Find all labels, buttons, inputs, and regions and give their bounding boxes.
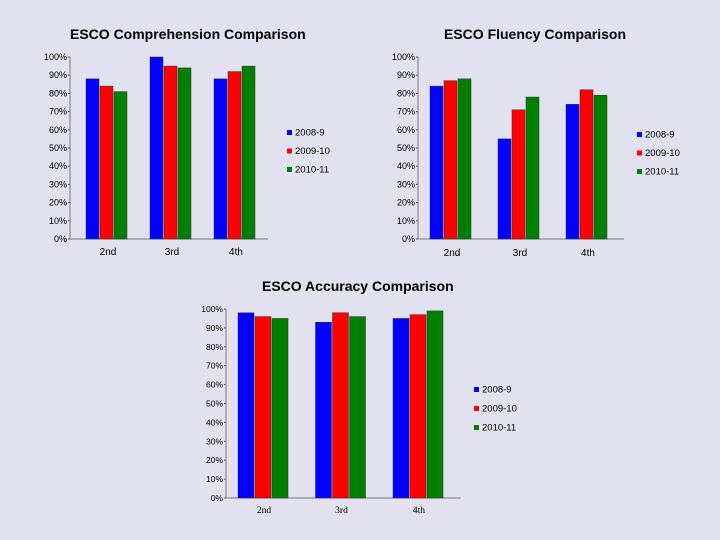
y-tick-label: 10% [206,474,223,484]
bar-2010-11-4th [426,310,444,499]
y-tick-label: 70% [49,107,67,117]
bar-2010-11-2nd [457,78,472,240]
accuracy-chart-svg: 0% 10% 20% 30% 40% 50% 60% 70% 80% 90% 100% 2nd 3rd 4… [201,304,517,516]
legend-swatch [287,148,292,154]
y-tick-label: 70% [206,361,223,371]
y-tick-label: 30% [49,179,67,189]
bar-2008-9-4th [213,78,228,240]
legend-label: 2010-11 [295,165,329,176]
bar-2010-11-3rd [177,67,192,240]
chart-title: ESCO Accuracy Comparison [262,278,454,294]
bar-2010-11-3rd [349,316,366,499]
chart-title: ESCO Fluency Comparison [444,26,627,42]
bar-2008-9-4th [392,318,410,499]
y-tick-label: 40% [206,417,223,427]
chart-title: ESCO Comprehension Comparison [70,26,306,42]
y-tick-label: 70% [397,107,415,117]
bar-2008-9-3rd [315,321,332,499]
x-category-label: 2nd [100,247,117,258]
x-category-label: 2nd [444,248,461,259]
x-category-label: 3rd [335,506,348,516]
bar-2008-9-2nd [85,78,100,240]
bar-2009-10-2nd [254,316,272,499]
y-tick-label: 20% [206,455,223,465]
y-tick-label: 90% [206,323,223,333]
legend-swatch [287,130,292,135]
y-tick-label: 100% [201,304,223,314]
legend-swatch [287,167,292,172]
y-tick-label: 60% [206,380,223,390]
y-tick-label: 90% [49,70,67,80]
bar-2008-9-3rd [497,138,512,240]
y-tick-label: 50% [397,143,415,153]
bar-2009-10-4th [227,71,242,240]
x-category-label: 4th [229,247,243,258]
y-tick-label: 80% [49,88,67,98]
bar-2009-10-2nd [99,85,114,240]
y-tick-label: 0% [402,234,415,244]
y-tick-label: 10% [397,216,415,226]
y-tick-label: 0% [211,493,224,503]
legend-label: 2010-11 [482,423,516,434]
y-tick-label: 40% [397,161,415,171]
y-tick-label: 100% [392,52,415,62]
legend-swatch [637,132,642,137]
legend-swatch [474,387,479,392]
x-category-label: 4th [581,248,595,259]
bar-2009-10-4th [579,89,594,240]
bar-2009-10-3rd [332,312,349,499]
bar-2009-10-3rd [511,109,526,240]
y-tick-label: 90% [397,70,415,80]
legend-swatch [637,169,642,174]
y-tick-label: 80% [397,88,415,98]
bar-2009-10-4th [409,314,427,499]
y-tick-label: 0% [54,234,67,244]
legend-label: 2009-10 [482,404,517,415]
y-tick-label: 30% [397,179,415,189]
bar-2009-10-2nd [443,80,458,240]
y-tick-label: 100% [44,52,67,62]
y-tick-label: 20% [397,198,415,208]
bar-2008-9-2nd [429,85,444,240]
legend-label: 2009-10 [645,148,680,159]
y-tick-label: 50% [49,143,67,153]
y-tick-label: 20% [49,198,67,208]
bar-2010-11-2nd [271,318,289,499]
bar-2010-11-3rd [525,96,540,240]
y-tick-label: 80% [206,342,223,352]
comprehension-chart-svg: 0% 10% 20% 30% 40% 50% 60% 70% 80% 90% 100% 2nd 3rd 4… [44,52,330,258]
legend-label: 2010-11 [645,167,679,178]
y-tick-label: 10% [49,216,67,226]
x-category-label: 2nd [257,506,272,516]
x-category-label: 3rd [165,247,179,258]
bar-2010-11-4th [593,94,608,240]
legend-label: 2009-10 [295,146,330,157]
y-tick-label: 60% [397,125,415,135]
bar-2010-11-4th [241,65,256,240]
legend-label: 2008-9 [645,130,675,141]
bar-2008-9-4th [565,104,580,240]
bar-2008-9-2nd [237,312,255,499]
legend-label: 2008-9 [482,385,512,396]
y-tick-label: 50% [206,399,223,409]
fluency-chart-svg: 0% 10% 20% 30% 40% 50% 60% 70% 80% 90% 100% 2nd 3rd 4… [392,52,680,259]
x-category-label: 4th [413,506,425,516]
y-tick-label: 40% [49,161,67,171]
bar-2010-11-2nd [113,91,128,240]
y-tick-label: 60% [49,125,67,135]
x-category-label: 3rd [513,248,527,259]
y-tick-label: 30% [206,436,223,446]
bar-2009-10-3rd [163,65,178,240]
legend-swatch [474,406,479,411]
legend-swatch [474,425,479,430]
legend-label: 2008-9 [295,128,325,139]
legend-swatch [637,150,642,156]
bar-2008-9-3rd [149,56,164,240]
